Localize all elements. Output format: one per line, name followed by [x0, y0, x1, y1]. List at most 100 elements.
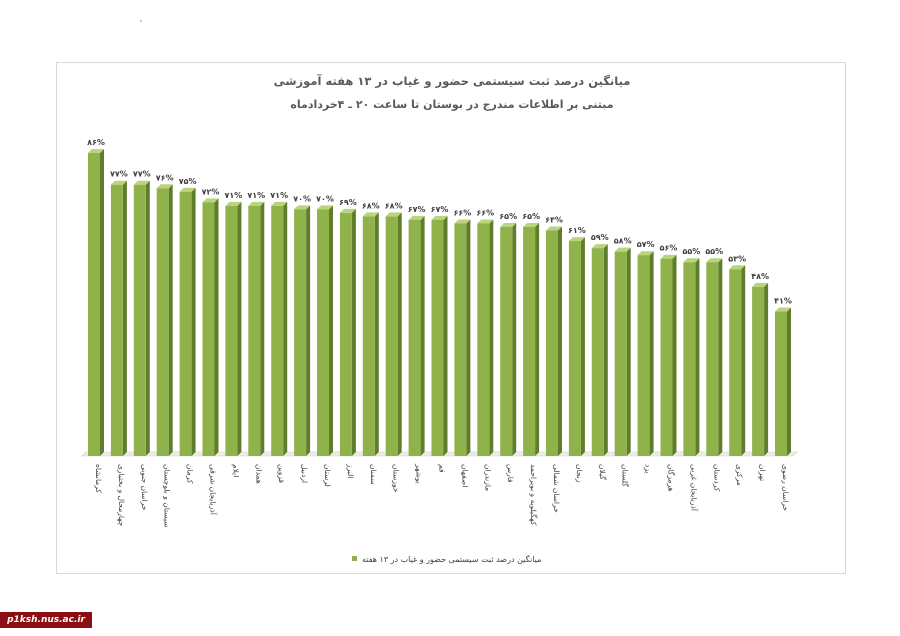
category-label: قم — [438, 464, 447, 473]
bar — [591, 244, 608, 456]
category-label: بوشهر — [415, 463, 424, 484]
bar-front — [225, 205, 238, 456]
bar-front — [271, 205, 284, 456]
bar-top — [88, 149, 104, 154]
bar-front — [339, 212, 352, 456]
category-label: مازندران — [483, 464, 492, 491]
bar — [660, 254, 677, 456]
bar — [317, 205, 333, 456]
category-label: خوزستان — [392, 464, 401, 493]
bar-top — [431, 215, 448, 220]
corner-dot — [140, 20, 142, 22]
bar — [408, 215, 425, 456]
bar-top — [385, 212, 402, 217]
value-labels-group: ۸۶% ۷۷% ۷۷% ۷۶% ۷۵% ۷۲% ۷۱% ۷۱% ۷۱% ۷۰% ۷۰% ۶۹% ۶۸% ۶… — [87, 138, 792, 306]
bar-top — [729, 265, 746, 270]
bar-front — [248, 205, 261, 456]
bar-top — [362, 212, 379, 217]
chart-subtitle: مبتنی بر اطلاعات مندرج در بوستان تا ساعت… — [290, 98, 613, 112]
category-label: آذربایجان شرقی — [209, 464, 219, 516]
bar-top — [339, 208, 356, 213]
bar-top — [179, 187, 196, 192]
legend-swatch — [352, 556, 357, 561]
bar-front — [294, 209, 307, 456]
category-label: کرمان — [186, 464, 195, 484]
bar-side — [397, 212, 402, 456]
bar-top — [660, 254, 677, 259]
bar-top — [775, 307, 791, 312]
chart-area: میانگین درصد ثبت سیستمی حضور و غیاب در ۱… — [56, 62, 846, 574]
bar-side — [764, 282, 769, 456]
bar-side — [306, 205, 311, 456]
bar-front — [683, 262, 696, 456]
data-label: ۶۶% — [454, 208, 472, 217]
bar-side — [443, 215, 448, 456]
category-label: گلستان — [621, 464, 630, 487]
data-label: ۶۸% — [385, 201, 403, 210]
bar-side — [695, 258, 700, 456]
bar-top — [500, 223, 517, 228]
bar-side — [214, 198, 219, 456]
bars-group — [88, 149, 791, 456]
bar-side — [351, 208, 356, 456]
data-label: ۸۶% — [87, 138, 105, 147]
data-label: ۶۵% — [499, 212, 517, 221]
bar-top — [523, 223, 540, 228]
data-label: ۷۱% — [270, 191, 288, 200]
bar-front — [156, 188, 169, 456]
category-label: البرز — [346, 463, 355, 478]
bar-chart: میانگین درصد ثبت سیستمی حضور و غیاب در ۱… — [81, 74, 798, 564]
bar-side — [603, 244, 608, 456]
legend: میانگین درصد ثبت سیستمی حضور و غیاب در ۱… — [352, 554, 541, 564]
bar-front — [660, 258, 673, 456]
bar-top — [546, 226, 562, 231]
category-label: زنجان — [575, 464, 584, 483]
bar-side — [535, 223, 540, 456]
bar-side — [489, 219, 494, 456]
data-label: ۶۶% — [476, 208, 494, 217]
bar-top — [133, 180, 150, 185]
data-label: ۴۸% — [751, 272, 769, 281]
bar — [546, 226, 562, 456]
bar-front — [202, 202, 215, 456]
bar-side — [672, 254, 677, 456]
bar-top — [637, 251, 654, 256]
bar-front — [546, 230, 558, 456]
bar — [385, 212, 402, 456]
bar-top — [156, 184, 173, 189]
data-label: ۷۲% — [202, 187, 220, 196]
bar-top — [202, 198, 219, 203]
category-label: مرکزی — [735, 464, 744, 486]
data-label: ۵۵% — [683, 247, 701, 256]
bar-side — [122, 180, 127, 456]
category-label: اصفهان — [460, 464, 469, 488]
data-label: ۶۴% — [545, 216, 563, 225]
data-label: ۵۳% — [728, 254, 746, 263]
category-label: چهارمحال و بختیاری — [117, 464, 126, 527]
bar-side — [718, 258, 723, 456]
category-label: آذربایجان غربی — [689, 464, 699, 512]
bar-side — [329, 205, 333, 456]
bar — [110, 180, 127, 456]
bar-side — [374, 212, 379, 456]
bar-front — [637, 255, 650, 456]
data-label: ۷۱% — [225, 191, 243, 200]
bar-side — [237, 201, 242, 456]
data-label: ۵۶% — [660, 244, 678, 253]
data-label: ۷۷% — [133, 170, 151, 179]
bar — [775, 307, 791, 456]
bar-front — [568, 241, 581, 456]
bar — [477, 219, 494, 456]
category-label: فارس — [506, 464, 515, 483]
bar-side — [100, 149, 104, 456]
bar-top — [591, 244, 608, 249]
bar-front — [408, 219, 421, 456]
category-label: تهران — [758, 464, 767, 481]
data-label: ۶۷% — [431, 205, 449, 214]
bar-front — [706, 262, 719, 456]
chart-title: میانگین درصد ثبت سیستمی حضور و غیاب در ۱… — [274, 74, 631, 89]
bar-front — [614, 251, 627, 456]
bar — [706, 258, 723, 456]
category-label: همدان — [254, 464, 263, 484]
bar — [614, 247, 631, 456]
